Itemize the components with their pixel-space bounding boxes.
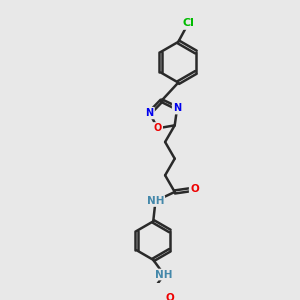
Text: O: O — [166, 293, 175, 300]
Text: N: N — [173, 103, 181, 113]
Text: O: O — [190, 184, 199, 194]
Text: NH: NH — [155, 269, 173, 280]
Text: O: O — [154, 123, 162, 133]
Text: N: N — [146, 108, 154, 118]
Text: NH: NH — [147, 196, 164, 206]
Text: Cl: Cl — [182, 19, 194, 28]
